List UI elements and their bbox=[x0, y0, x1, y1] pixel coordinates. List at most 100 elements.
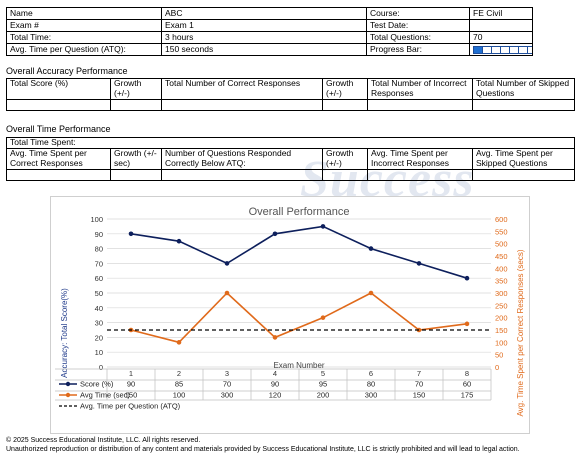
series-1-point bbox=[176, 238, 182, 244]
acc-header-correct: Total Number of Correct Responses bbox=[161, 78, 323, 100]
data-label: 300 bbox=[221, 391, 234, 400]
series-1-point bbox=[464, 275, 470, 281]
progress-bar bbox=[473, 45, 532, 54]
legend-key-marker-1 bbox=[65, 381, 71, 387]
time-header-correct: Avg. Time Spent per Correct Responses bbox=[6, 148, 111, 170]
total-questions-label: Total Questions: bbox=[366, 31, 470, 44]
progress-cell-7 bbox=[527, 45, 532, 54]
series-2-point bbox=[368, 290, 374, 296]
course-value: FE Civil bbox=[469, 7, 533, 20]
total-time-label: Total Time: bbox=[6, 31, 162, 44]
time-cell bbox=[110, 169, 162, 181]
data-label: 300 bbox=[365, 391, 378, 400]
name-label: Name bbox=[6, 7, 162, 20]
y-tick-label: 50 bbox=[95, 289, 103, 298]
data-label: 150 bbox=[413, 391, 426, 400]
atq-label: Avg. Time per Question (ATQ): bbox=[6, 43, 162, 56]
data-label: 100 bbox=[173, 391, 186, 400]
test-date-label: Test Date: bbox=[366, 19, 470, 32]
y2-axis-label: Avg. Time Spent per Correct Responses (s… bbox=[516, 249, 525, 416]
series-2-point bbox=[224, 290, 230, 296]
x-axis-label: Exam Number bbox=[273, 361, 324, 370]
series-2-point bbox=[272, 335, 278, 340]
series-2-point bbox=[320, 315, 326, 320]
y-tick-label: 20 bbox=[95, 333, 103, 342]
series-1-point bbox=[416, 261, 422, 266]
data-label: 175 bbox=[461, 391, 474, 400]
y-tick-label: 70 bbox=[95, 259, 103, 268]
acc-header-incorrect: Total Number of Incorrect Responses bbox=[367, 78, 473, 100]
time-section-title: Overall Time Performance bbox=[6, 124, 111, 134]
total-time-value: 3 hours bbox=[161, 31, 367, 44]
y-tick-label: 90 bbox=[95, 230, 103, 239]
y-tick-label: 10 bbox=[95, 348, 103, 357]
acc-header-total-score: Total Score (%) bbox=[6, 78, 111, 100]
accuracy-section-title: Overall Accuracy Performance bbox=[6, 66, 128, 76]
y-tick-label: 60 bbox=[95, 274, 103, 283]
data-label: 85 bbox=[175, 380, 183, 389]
x-tick-label: 3 bbox=[225, 369, 229, 378]
y2-tick-label: 100 bbox=[495, 338, 508, 347]
y-tick-label: 40 bbox=[95, 304, 103, 313]
x-tick-label: 8 bbox=[465, 369, 469, 378]
data-label: 95 bbox=[319, 380, 327, 389]
x-tick-label: 2 bbox=[177, 369, 181, 378]
data-label: 90 bbox=[271, 380, 279, 389]
acc-cell bbox=[110, 99, 162, 111]
y2-tick-label: 200 bbox=[495, 314, 508, 323]
overall-performance-chart: Overall Performance010203040506070809010… bbox=[55, 206, 525, 417]
legend-label-1: Score (%) bbox=[80, 380, 114, 389]
y2-tick-label: 550 bbox=[495, 227, 508, 236]
legend-label-2: Avg Time (sec) bbox=[80, 391, 130, 400]
y2-tick-label: 150 bbox=[495, 326, 508, 335]
progress-cell bbox=[469, 43, 533, 56]
acc-header-growth: Growth (+/-) bbox=[110, 78, 162, 100]
series-1-point bbox=[128, 231, 134, 237]
y-tick-label: 30 bbox=[95, 319, 103, 328]
disclaimer-text: Unauthorized reproduction or distributio… bbox=[6, 446, 520, 453]
course-label: Course: bbox=[366, 7, 470, 20]
y2-tick-label: 500 bbox=[495, 240, 508, 249]
x-tick-label: 7 bbox=[417, 369, 421, 378]
acc-cell bbox=[6, 99, 111, 111]
y2-tick-label: 450 bbox=[495, 252, 508, 261]
time-header-below-atq: Number of Questions Responded Correctly … bbox=[161, 148, 323, 170]
atq-value: 150 seconds bbox=[161, 43, 367, 56]
legend-key-marker-2 bbox=[65, 392, 71, 398]
data-label: 120 bbox=[269, 391, 282, 400]
x-tick-label: 4 bbox=[273, 369, 277, 378]
series-1-point bbox=[272, 231, 278, 237]
y-tick-label: 80 bbox=[95, 245, 103, 254]
time-header-skipped: Avg. Time Spent per Skipped Questions bbox=[471, 148, 576, 170]
data-label: 150 bbox=[125, 391, 138, 400]
series-line-2 bbox=[130, 291, 468, 344]
y-tick-label: 0 bbox=[99, 363, 103, 372]
exam-label: Exam # bbox=[6, 19, 162, 32]
y-tick-label: 100 bbox=[90, 215, 103, 224]
series-1-point bbox=[320, 224, 326, 229]
footer: © 2025 Success Educational Institute, LL… bbox=[6, 436, 520, 454]
acc-cell bbox=[367, 99, 473, 111]
time-cell bbox=[367, 169, 473, 181]
time-cell bbox=[322, 169, 368, 181]
x-tick-label: 6 bbox=[369, 369, 373, 378]
time-header-growth: Growth (+/- sec) bbox=[110, 148, 162, 170]
data-label: 70 bbox=[415, 380, 423, 389]
x-tick-label: 5 bbox=[321, 369, 325, 378]
time-cell bbox=[471, 169, 576, 181]
acc-header-growth-2: Growth (+/-) bbox=[322, 78, 368, 100]
y2-tick-label: 50 bbox=[495, 351, 503, 360]
series-1-point bbox=[368, 246, 374, 251]
data-label: 60 bbox=[463, 380, 471, 389]
data-label: 90 bbox=[127, 380, 135, 389]
progress-label: Progress Bar: bbox=[366, 43, 470, 56]
y2-tick-label: 300 bbox=[495, 289, 508, 298]
acc-cell bbox=[472, 99, 575, 111]
chart-title: Overall Performance bbox=[249, 206, 350, 218]
data-label: 70 bbox=[223, 380, 231, 389]
series-line-1 bbox=[130, 225, 468, 279]
exam-info-table: Name ABC Course: FE Civil Exam # Exam 1 … bbox=[6, 7, 533, 56]
y2-tick-label: 0 bbox=[495, 363, 499, 372]
y2-tick-label: 350 bbox=[495, 277, 508, 286]
exam-value: Exam 1 bbox=[161, 19, 367, 32]
